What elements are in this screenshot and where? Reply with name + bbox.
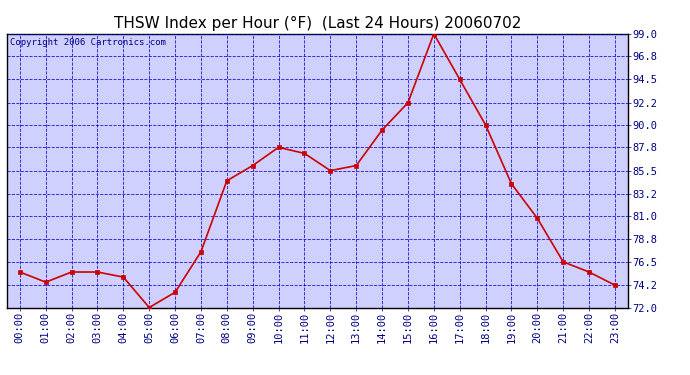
Title: THSW Index per Hour (°F)  (Last 24 Hours) 20060702: THSW Index per Hour (°F) (Last 24 Hours)…	[114, 16, 521, 31]
Text: Copyright 2006 Cartronics.com: Copyright 2006 Cartronics.com	[10, 38, 166, 47]
